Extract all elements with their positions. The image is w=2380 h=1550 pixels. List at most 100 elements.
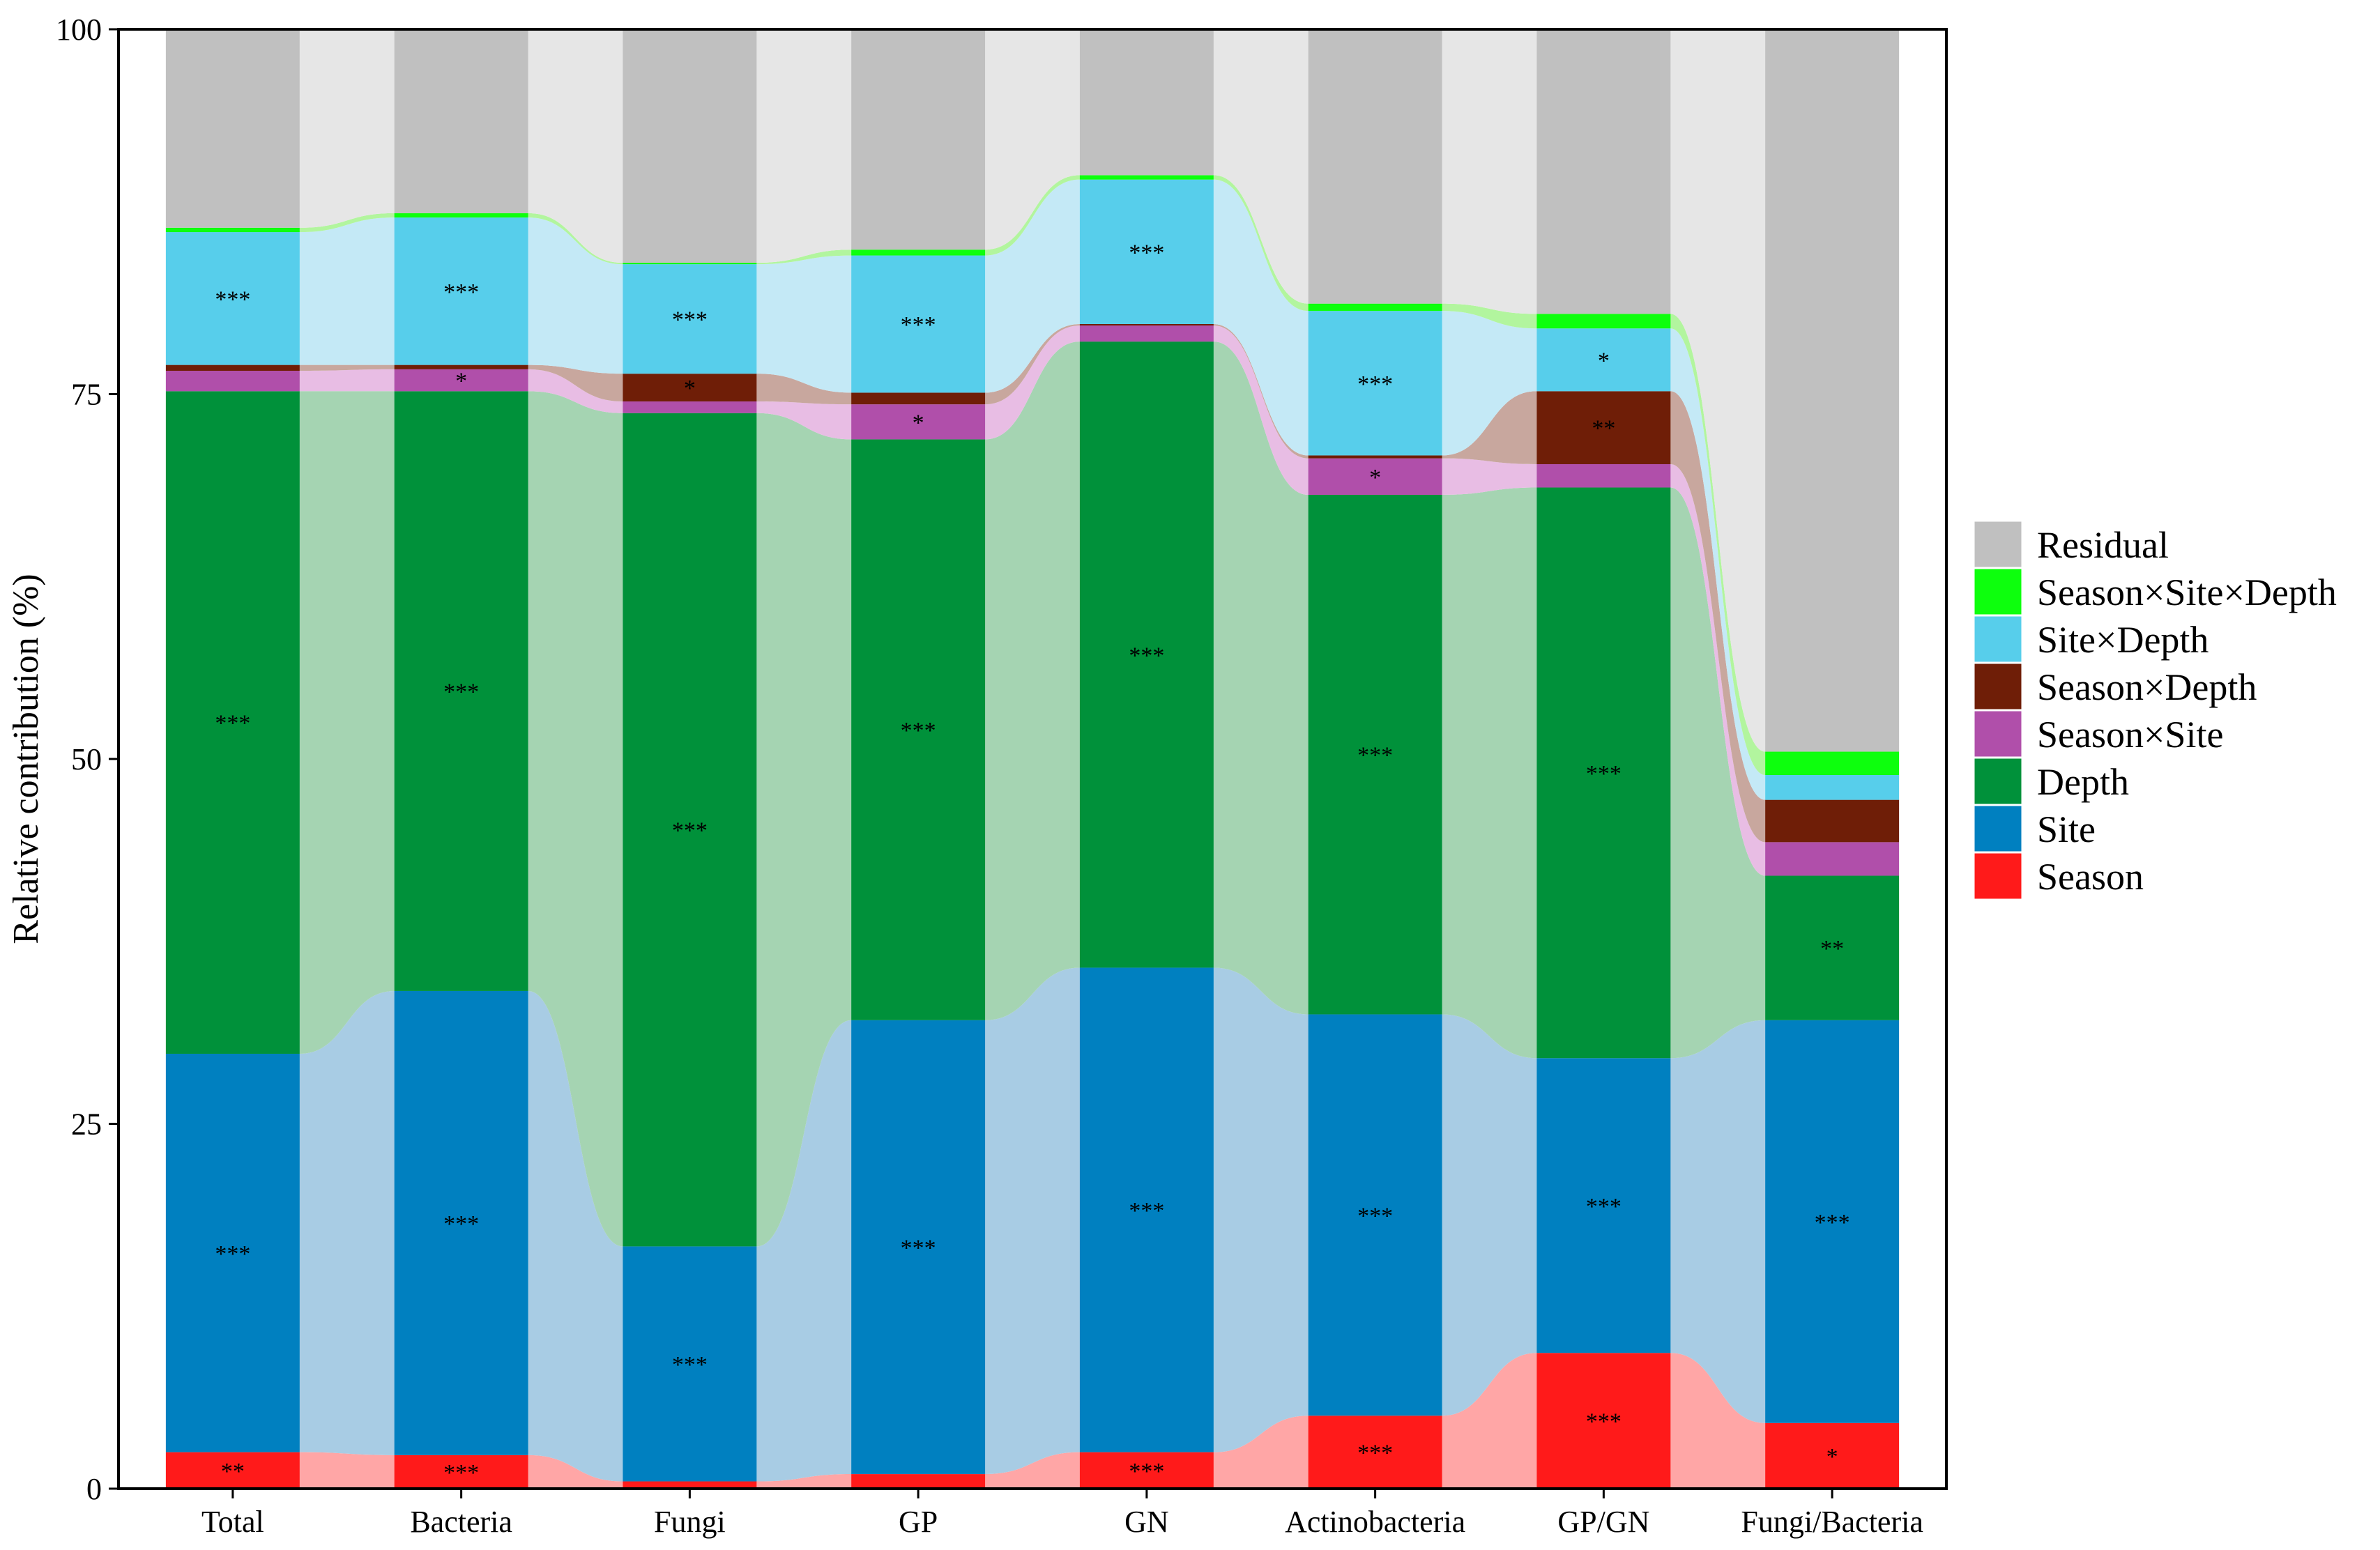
flow-1-0 <box>528 1455 623 1489</box>
bar-segment-3-4 <box>851 392 986 405</box>
flow-5-4 <box>1442 391 1537 465</box>
flow-2-7 <box>756 29 852 263</box>
legend-label-6: Site <box>2037 808 2096 850</box>
flow-4-0 <box>1213 1415 1309 1489</box>
sig-label-4-0: *** <box>1129 1459 1164 1484</box>
legend-label-2: Site×Depth <box>2037 619 2209 661</box>
legend-swatch-7 <box>1974 852 2022 900</box>
bar-segment-0-7 <box>165 29 300 228</box>
flow-2-1 <box>756 1020 852 1482</box>
sig-label-6-5: * <box>1598 348 1610 374</box>
bar-segment-2-4 <box>623 374 757 401</box>
bar-segment-1-2 <box>394 391 528 991</box>
flow-4-3 <box>1213 325 1309 495</box>
sig-label-1-5: *** <box>443 279 479 305</box>
sig-label-2-4: * <box>684 376 696 401</box>
legend-swatch-5 <box>1974 758 2022 805</box>
bar-segment-4-6 <box>1079 175 1214 180</box>
sig-label-3-3: * <box>913 410 924 436</box>
flow-0-7 <box>299 29 395 228</box>
sig-label-0-2: *** <box>215 711 250 737</box>
bar-segment-4-5 <box>1079 179 1214 324</box>
flow-3-6 <box>985 175 1080 256</box>
flow-1-3 <box>528 369 623 413</box>
bar-segment-4-4 <box>1079 323 1214 326</box>
sig-label-6-4: ** <box>1592 416 1615 442</box>
x-tick-label-4: GN <box>1124 1505 1169 1539</box>
sig-label-4-1: *** <box>1129 1198 1164 1224</box>
x-tick-label-1: Bacteria <box>410 1505 512 1539</box>
flow-1-1 <box>528 990 623 1482</box>
flow-3-5 <box>985 179 1080 393</box>
bar-segment-0-5 <box>165 232 300 365</box>
sig-label-5-5: *** <box>1357 371 1393 397</box>
bar-segment-0-1 <box>165 1053 300 1452</box>
sig-label-5-2: *** <box>1357 743 1393 769</box>
x-tick-label-2: Fungi <box>654 1505 726 1539</box>
bar-segment-1-1 <box>394 990 528 1455</box>
x-tick-label-5: Actinobacteria <box>1285 1505 1465 1539</box>
sig-label-7-2: ** <box>1820 936 1844 962</box>
flow-4-4 <box>1213 323 1309 459</box>
bar-segment-4-3 <box>1079 325 1214 342</box>
bar-segment-3-7 <box>851 29 986 250</box>
flow-6-1 <box>1670 1020 1766 1423</box>
bar-segment-7-0 <box>1765 1422 1900 1489</box>
sig-label-0-1: *** <box>215 1241 250 1267</box>
bar-segment-7-2 <box>1765 875 1900 1020</box>
bar-segment-5-3 <box>1308 458 1442 495</box>
sig-label-4-2: *** <box>1129 643 1164 668</box>
bar-segment-2-5 <box>623 264 757 374</box>
x-tick-label-0: Total <box>201 1505 264 1539</box>
flow-1-5 <box>528 217 623 374</box>
y-tick-label-3: 75 <box>71 378 102 412</box>
y-tick-label-1: 25 <box>71 1107 102 1142</box>
significance-layer: ****************************************… <box>215 240 1849 1486</box>
bar-segment-5-5 <box>1308 311 1442 456</box>
sig-label-1-3: * <box>455 369 467 394</box>
flow-0-0 <box>299 1452 395 1489</box>
bar-segment-4-1 <box>1079 967 1214 1452</box>
flow-layer <box>299 29 1766 1489</box>
flow-0-1 <box>299 990 395 1455</box>
bar-segment-6-4 <box>1536 391 1671 465</box>
bar-segment-0-0 <box>165 1452 300 1489</box>
sig-label-7-1: *** <box>1815 1210 1850 1236</box>
sig-label-2-2: *** <box>672 818 708 844</box>
bar-segment-5-2 <box>1308 494 1442 1015</box>
y-tick-label-4: 100 <box>56 13 102 47</box>
axes: 0 25 50 75 100 Total Bacteria Fungi GP GN Actinoba… <box>56 13 1923 1539</box>
bar-segment-0-2 <box>165 391 300 1054</box>
flow-4-7 <box>1213 29 1309 304</box>
bar-segment-1-0 <box>394 1455 528 1489</box>
y-tick-label-0: 0 <box>86 1472 102 1506</box>
bar-segment-1-6 <box>394 213 528 218</box>
bar-segment-6-2 <box>1536 487 1671 1059</box>
sig-label-2-5: *** <box>672 307 708 333</box>
flow-3-2 <box>985 342 1080 1020</box>
bar-segment-6-6 <box>1536 314 1671 329</box>
flow-3-4 <box>985 323 1080 405</box>
legend-label-5: Depth <box>2037 761 2129 803</box>
flow-5-3 <box>1442 458 1537 495</box>
legend-swatch-1 <box>1974 568 2022 615</box>
sig-label-2-1: *** <box>672 1352 708 1378</box>
bar-segment-3-6 <box>851 250 986 256</box>
bar-segment-4-2 <box>1079 342 1214 968</box>
sig-label-0-0: ** <box>221 1459 245 1484</box>
bar-segment-6-7 <box>1536 29 1671 314</box>
flow-6-2 <box>1670 487 1766 1059</box>
flow-2-5 <box>756 255 852 393</box>
flow-1-2 <box>528 391 623 1247</box>
flow-4-6 <box>1213 175 1309 312</box>
flow-0-3 <box>299 369 395 392</box>
x-tick-label-6: GP/GN <box>1557 1505 1649 1539</box>
bar-segment-6-1 <box>1536 1058 1671 1353</box>
y-axis-title: Relative contribution (%) <box>6 574 46 944</box>
flow-5-0 <box>1442 1353 1537 1489</box>
bar-segment-2-2 <box>623 413 757 1247</box>
bar-segment-2-6 <box>623 263 757 265</box>
legend-label-0: Residual <box>2037 524 2169 566</box>
sig-label-6-1: *** <box>1586 1194 1622 1220</box>
